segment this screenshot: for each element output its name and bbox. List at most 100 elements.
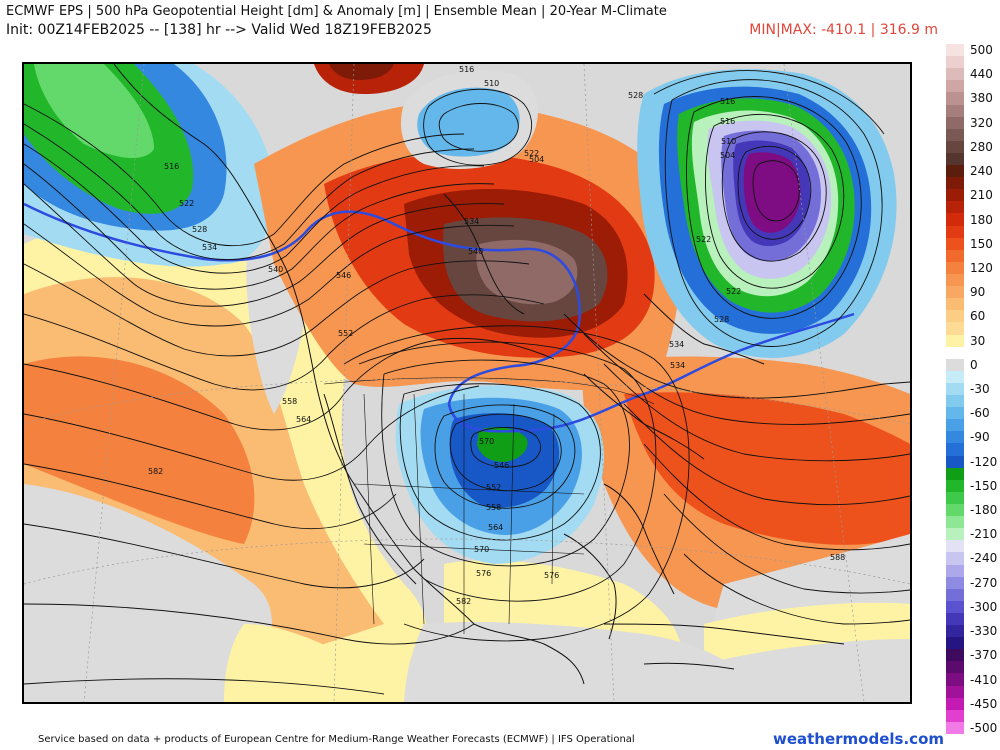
- coastlines: [113, 64, 845, 685]
- anomaly-color-legend: 500 440 380 320 280 240 210 180 150 120 90 60 30 0 -30…: [944, 44, 1000, 735]
- legend-swatch: [946, 370, 964, 384]
- contour-label: 516: [720, 97, 735, 106]
- contour-label: 534: [464, 217, 479, 226]
- contour-label: 516: [459, 65, 474, 74]
- legend-label: 210: [970, 188, 993, 203]
- legend-label: -210: [970, 527, 998, 542]
- anomaly-yellow-atlantic-south: [704, 602, 910, 664]
- legend-swatch: [946, 261, 964, 275]
- legend-swatch: [946, 443, 964, 457]
- contour-label: 516: [720, 117, 735, 126]
- legend-swatch: [946, 177, 964, 190]
- contour-label: 582: [456, 597, 471, 606]
- legend-swatch: [946, 92, 964, 105]
- height-contours: [24, 70, 910, 695]
- legend-swatch: [946, 358, 964, 372]
- legend-swatch: [946, 504, 964, 517]
- legend-swatch: [946, 649, 964, 662]
- contour-label: 534: [669, 340, 684, 349]
- legend-label: -60: [970, 406, 990, 421]
- contour-label: 516: [164, 162, 179, 171]
- legend-swatch: [946, 661, 964, 674]
- legend-label: -370: [970, 648, 998, 663]
- legend-label: -240: [970, 551, 998, 566]
- legend-label: 0: [970, 357, 978, 372]
- contour-label: 522: [726, 287, 741, 296]
- legend-label: 240: [970, 164, 993, 179]
- map-panel: 516 516 522 528 534 540 546 552 558 564 …: [22, 62, 912, 704]
- map-canvas: 516 516 522 528 534 540 546 552 558 564 …: [24, 64, 910, 702]
- contour-label: 576: [544, 571, 559, 580]
- legend-swatch: [946, 431, 964, 444]
- legend-label: 60: [970, 309, 986, 324]
- legend-label: -330: [970, 624, 998, 639]
- legend-swatch: [946, 116, 964, 130]
- valid-time: Init: 00Z14FEB2025 -- [138] hr --> Valid…: [6, 22, 432, 38]
- legend-swatch: [946, 104, 964, 118]
- legend-label: 280: [970, 139, 993, 154]
- contour-label: 558: [282, 397, 297, 406]
- brand-link[interactable]: weathermodels.com: [772, 730, 944, 748]
- legend-swatch: [946, 467, 964, 481]
- legend-swatch: [946, 564, 964, 578]
- contour-label: 570: [479, 437, 494, 446]
- legend-swatch: [946, 165, 964, 178]
- legend-swatch: [946, 213, 964, 227]
- legend-swatch: [946, 44, 964, 57]
- legend-swatch: [946, 56, 964, 69]
- anomaly-green-central: [477, 427, 528, 462]
- legend-swatch: [946, 286, 964, 299]
- legend-swatch: [946, 189, 964, 202]
- legend-label: 440: [970, 67, 993, 82]
- contour-label: 528: [714, 315, 729, 324]
- legend-swatch: [946, 407, 964, 420]
- contour-label: 528: [628, 91, 643, 100]
- legend-swatch: [946, 237, 964, 251]
- contour-label: 522: [524, 149, 539, 158]
- contour-label: 546: [336, 271, 351, 280]
- legend-swatch: [946, 382, 964, 396]
- legend-swatch: [946, 552, 964, 565]
- chart-title: ECMWF EPS | 500 hPa Geopotential Height …: [6, 4, 667, 19]
- legend-label: 320: [970, 115, 993, 130]
- legend-swatch: [946, 479, 964, 493]
- height-contour-540-highlight: [24, 202, 855, 433]
- contour-label: 576: [476, 569, 491, 578]
- legend-swatch: [946, 612, 964, 626]
- anomaly-darkred-arctic: [329, 64, 394, 80]
- legend-swatch: [946, 310, 964, 323]
- legend-label: 150: [970, 236, 993, 251]
- anomaly-gray-southwest: [24, 484, 273, 702]
- legend-swatch: [946, 491, 964, 505]
- legend-swatch: [946, 685, 964, 699]
- contour-label: 552: [486, 483, 501, 492]
- legend-label: 90: [970, 285, 986, 300]
- legend-label: -90: [970, 430, 990, 445]
- contour-label: 540: [468, 247, 483, 256]
- contour-label: 558: [486, 503, 501, 512]
- legend-swatch: [946, 540, 964, 553]
- anomaly-yellow-mexico-pacific: [224, 624, 396, 702]
- contour-label: 504: [720, 151, 735, 160]
- legend-swatch: [946, 576, 964, 590]
- contour-label: 510: [721, 137, 736, 146]
- legend-swatch: [946, 419, 964, 432]
- legend-swatch: [946, 516, 964, 529]
- contour-label: 510: [484, 79, 499, 88]
- legend-label: 120: [970, 260, 993, 275]
- legend-swatch: [946, 322, 964, 335]
- legend-label: -500: [970, 720, 998, 735]
- legend-swatch: [946, 346, 964, 360]
- legend-label: -150: [970, 478, 998, 493]
- legend-swatch: [946, 721, 964, 735]
- contour-label: 540: [268, 265, 283, 274]
- anomaly-gray-caribbean: [404, 622, 764, 702]
- contour-label: 534: [202, 243, 217, 252]
- lat-lon-grid: [24, 64, 910, 702]
- legend-swatch: [946, 673, 964, 687]
- legend-label: -410: [970, 672, 998, 687]
- legend-swatch: [946, 201, 964, 214]
- legend-swatch: [946, 80, 964, 93]
- anomaly-violet-atlantic-low: [743, 152, 801, 233]
- legend-swatch: [946, 697, 964, 711]
